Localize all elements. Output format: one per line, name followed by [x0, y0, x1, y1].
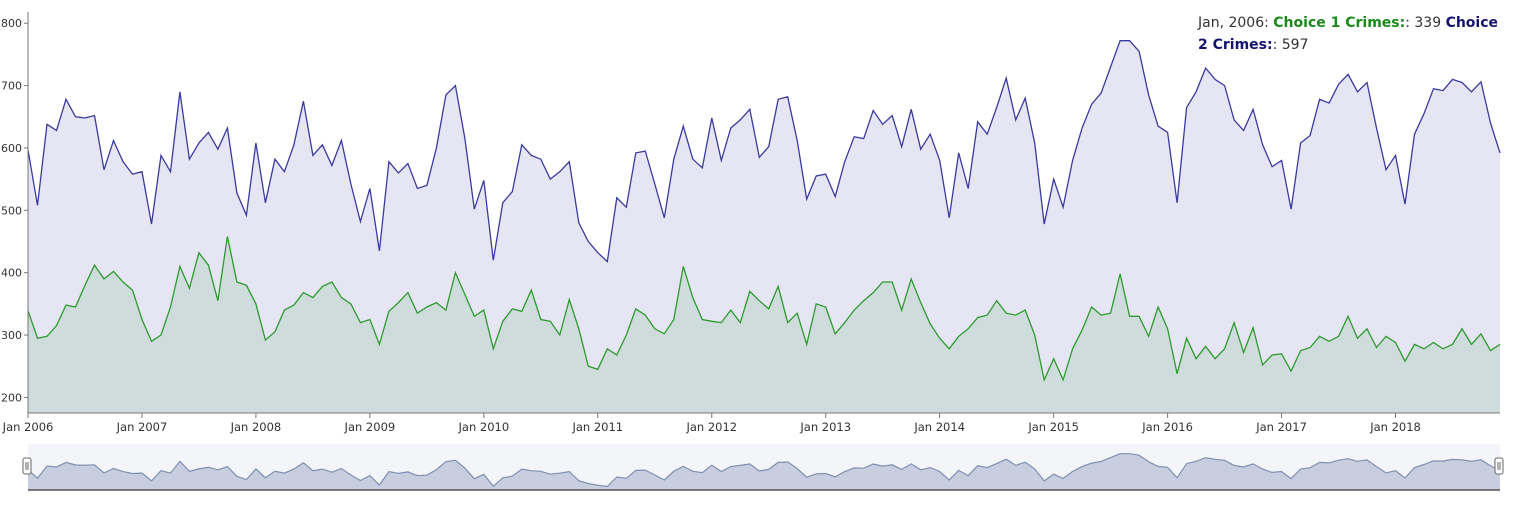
x-tick-label: Jan 2010: [458, 420, 510, 434]
legend: Jan, 2006: Choice 1 Crimes:: 339 Choice …: [1198, 12, 1508, 56]
y-tick-label: 800: [1, 17, 22, 30]
y-tick-label: 400: [1, 267, 22, 280]
x-tick-label: Jan 2011: [571, 420, 623, 434]
series1-line: [27, 236, 1501, 382]
x-tick-label: Jan 2018: [1369, 420, 1421, 434]
y-tick-label: 700: [1, 80, 22, 93]
navigator-line: [27, 453, 1501, 488]
y-tick-label: 200: [1, 391, 22, 404]
x-tick-label: Jan 2016: [1141, 420, 1193, 434]
x-tick-label: Jan 2015: [1027, 420, 1079, 434]
x-tick-label: Jan 2013: [799, 420, 851, 434]
y-tick-label: 600: [1, 142, 22, 155]
x-tick-label: Jan 2007: [116, 420, 168, 434]
legend-series1-label: Choice 1 Crimes:: [1273, 15, 1406, 31]
legend-date: Jan, 2006:: [1198, 15, 1269, 31]
series1-area: [28, 236, 1500, 413]
series2-line: [27, 40, 1501, 263]
x-tick-label: Jan 2009: [344, 420, 396, 434]
navigator-right-handle[interactable]: [1494, 457, 1504, 475]
x-tick-label: Jan 2012: [685, 420, 737, 434]
y-tick-label: 500: [1, 204, 22, 217]
x-tick-label: Jan 2017: [1255, 420, 1307, 434]
legend-series2-label: Choice 2 Crimes:: [1198, 15, 1499, 53]
x-tick-label: Jan 2008: [230, 420, 282, 434]
x-tick-label: Jan 2014: [913, 420, 965, 434]
x-tick-label: Jan 2006: [2, 420, 54, 434]
navigator-area: [28, 453, 1500, 490]
legend-series1-value: : 339: [1405, 15, 1442, 31]
navigator-left-handle[interactable]: [22, 457, 32, 475]
legend-series2-value: : 597: [1272, 37, 1309, 53]
y-tick-label: 300: [1, 329, 22, 342]
